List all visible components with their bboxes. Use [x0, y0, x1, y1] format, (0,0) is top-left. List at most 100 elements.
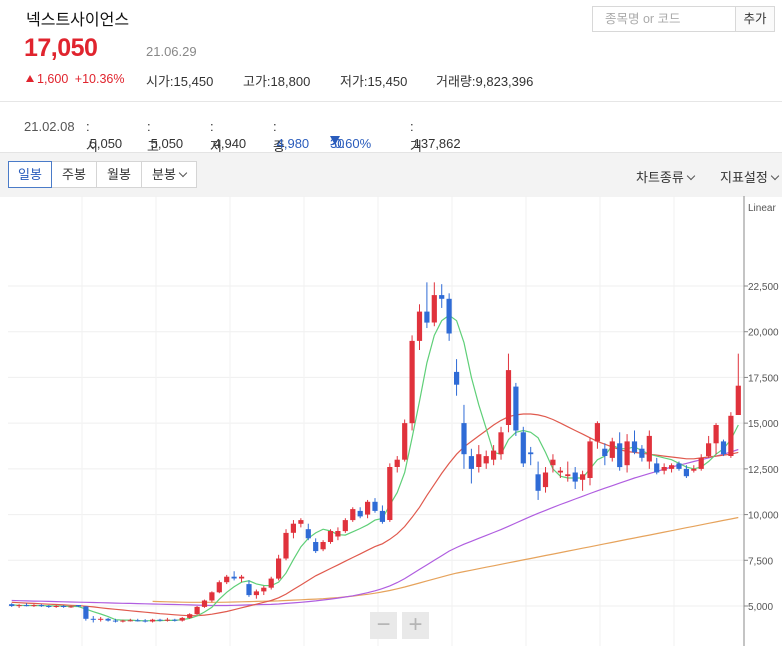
- tab-monthly[interactable]: 월봉: [96, 161, 142, 188]
- candle-body: [476, 454, 482, 467]
- hover-close-value: 4,980: [276, 136, 310, 151]
- candle-body: [350, 509, 356, 521]
- volume-stat: 거래량:9,823,396: [436, 74, 534, 89]
- chart-toolbar: 일봉 주봉 월봉 분봉 차트종류 지표설정: [0, 152, 782, 197]
- candle-body: [105, 618, 111, 621]
- candle-body: [283, 532, 289, 559]
- change-percent: +10.36%: [74, 72, 125, 86]
- hover-high: 고:5,050: [147, 119, 184, 154]
- hover-date: 21.02.08: [24, 119, 75, 134]
- candle-body: [120, 620, 126, 622]
- candle-body: [461, 423, 467, 455]
- open-stat: 시가:15,450: [146, 74, 214, 89]
- candle-body: [61, 606, 67, 607]
- candle-body: [720, 441, 727, 455]
- candle-body: [446, 298, 452, 334]
- candle-body: [68, 606, 74, 608]
- candle-body: [342, 520, 348, 532]
- candle-body: [572, 472, 578, 482]
- candle-body: [654, 463, 660, 473]
- hover-volume-value: 137,862: [413, 136, 461, 151]
- candle-body: [53, 606, 59, 607]
- change-amount: 1,600: [37, 72, 69, 86]
- candle-body: [142, 620, 148, 622]
- candle-body: [75, 605, 81, 607]
- candle-body: [201, 600, 208, 607]
- price-change: 1,600 +10.36%: [26, 72, 124, 86]
- chart-type-label: 차트종류: [636, 170, 684, 185]
- candle-body: [46, 606, 52, 607]
- candle-body: [305, 529, 311, 539]
- candle-body: [691, 468, 697, 471]
- candle-body: [253, 591, 259, 596]
- candle-body: [683, 468, 689, 477]
- tab-minute[interactable]: 분봉: [141, 161, 197, 188]
- ma5-line: [11, 314, 739, 622]
- candle-body: [164, 619, 170, 621]
- tab-weekly[interactable]: 주봉: [51, 161, 97, 188]
- candle-body: [90, 618, 96, 620]
- stock-header: 넥스트사이언스 17,050 21.06.29 1,600 +10.36% 시가…: [0, 0, 782, 102]
- chart-area[interactable]: Linear 22,500 20,000 17,500 15,000 12,500 10,…: [0, 196, 782, 646]
- candlestick-chart[interactable]: Linear 22,500 20,000 17,500 15,000 12,500 10,…: [0, 196, 782, 646]
- candle-body: [179, 617, 185, 621]
- candle-body: [646, 435, 652, 462]
- candle-body: [98, 618, 104, 620]
- indicator-settings-menu[interactable]: 지표설정: [720, 167, 780, 186]
- candle-body: [261, 587, 267, 592]
- candle-body: [624, 441, 630, 466]
- candle-body: [454, 371, 460, 385]
- candle-body: [357, 510, 363, 517]
- candle-body: [565, 474, 571, 477]
- stock-search-input[interactable]: [592, 6, 736, 32]
- hover-open-label: 시: [86, 139, 98, 154]
- candle-body: [416, 311, 423, 341]
- zoom-in-button[interactable]: +: [402, 612, 429, 639]
- hover-open-value: 5,050: [89, 136, 123, 151]
- candle-body: [276, 558, 282, 579]
- ma120-line: [152, 516, 739, 603]
- low-stat: 저가:15,450: [340, 74, 408, 89]
- candle-body: [520, 432, 526, 464]
- hover-change-percent: -0.60%: [330, 136, 372, 151]
- candle-body: [172, 619, 178, 621]
- y-tick-label: 17,500: [748, 373, 779, 384]
- candle-body: [379, 510, 385, 522]
- open-label: 시가: [146, 74, 170, 89]
- low-value: 15,450: [367, 74, 408, 89]
- add-button[interactable]: 추가: [735, 6, 775, 32]
- hover-close-label: 종: [273, 139, 285, 154]
- tab-daily[interactable]: 일봉: [8, 161, 52, 188]
- candle-body: [580, 474, 586, 480]
- candle-body: [617, 443, 623, 468]
- hover-low: 저:4,940: [210, 119, 247, 154]
- candle-body: [468, 456, 474, 469]
- candle-body: [150, 619, 156, 622]
- candle-body: [38, 605, 44, 607]
- y-tick-label: 10,000: [748, 511, 779, 522]
- hover-close: 종:4,980: [273, 119, 310, 154]
- candle-body: [290, 523, 296, 533]
- high-value: 18,800: [270, 74, 311, 89]
- down-triangle-icon: [330, 136, 340, 145]
- hover-high-value: 5,050: [150, 136, 184, 151]
- candle-body: [157, 619, 163, 621]
- candle-body: [409, 340, 415, 424]
- candle-body: [439, 295, 445, 299]
- candle-body: [528, 452, 534, 455]
- candle-body: [557, 470, 563, 473]
- candle-body: [194, 606, 200, 615]
- chevron-down-icon: [178, 168, 188, 178]
- y-tick-label: 22,500: [748, 282, 779, 293]
- candle-body: [16, 605, 22, 607]
- candle-body: [127, 620, 133, 622]
- candle-body: [135, 620, 141, 622]
- y-tick-labels: 22,500 20,000 17,500 15,000 12,500 10,000 7,50…: [744, 282, 779, 613]
- candle-body: [669, 465, 675, 469]
- candle-body: [639, 448, 645, 458]
- zoom-out-button[interactable]: −: [370, 612, 397, 639]
- candle-body: [23, 605, 30, 607]
- candle-body: [698, 457, 704, 469]
- chart-type-menu[interactable]: 차트종류: [636, 167, 696, 186]
- candle-body: [394, 459, 400, 467]
